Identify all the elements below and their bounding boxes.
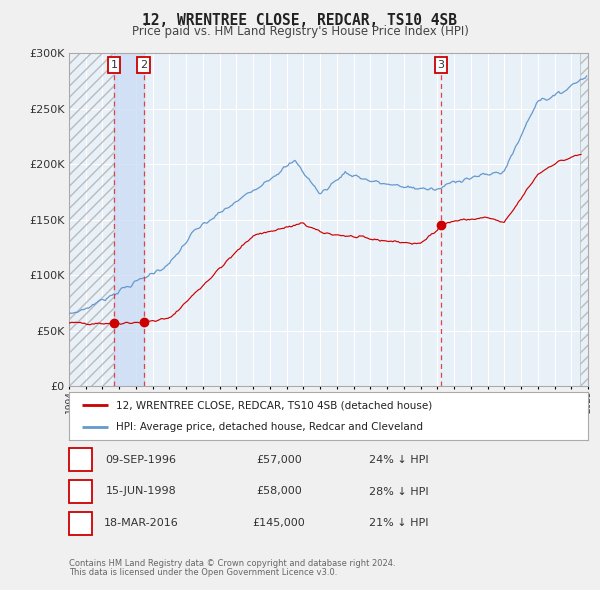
- Text: Price paid vs. HM Land Registry's House Price Index (HPI): Price paid vs. HM Land Registry's House …: [131, 25, 469, 38]
- Text: 28% ↓ HPI: 28% ↓ HPI: [369, 487, 429, 496]
- Text: £57,000: £57,000: [256, 455, 302, 464]
- Text: 24% ↓ HPI: 24% ↓ HPI: [369, 455, 429, 464]
- Text: Contains HM Land Registry data © Crown copyright and database right 2024.: Contains HM Land Registry data © Crown c…: [69, 559, 395, 568]
- Bar: [114, 53, 143, 386]
- Text: This data is licensed under the Open Government Licence v3.0.: This data is licensed under the Open Gov…: [69, 568, 337, 577]
- Text: 12, WRENTREE CLOSE, REDCAR, TS10 4SB: 12, WRENTREE CLOSE, REDCAR, TS10 4SB: [143, 13, 458, 28]
- Text: 21% ↓ HPI: 21% ↓ HPI: [369, 519, 429, 528]
- Bar: [580, 53, 588, 386]
- Text: 2: 2: [140, 60, 147, 70]
- Text: £58,000: £58,000: [256, 487, 302, 496]
- Text: 12, WRENTREE CLOSE, REDCAR, TS10 4SB (detached house): 12, WRENTREE CLOSE, REDCAR, TS10 4SB (de…: [116, 400, 432, 410]
- Bar: [69, 53, 114, 386]
- Text: 3: 3: [77, 519, 84, 528]
- Text: 1: 1: [110, 60, 118, 70]
- Text: 1: 1: [77, 455, 84, 464]
- Text: HPI: Average price, detached house, Redcar and Cleveland: HPI: Average price, detached house, Redc…: [116, 422, 423, 432]
- Text: 18-MAR-2016: 18-MAR-2016: [104, 519, 178, 528]
- Text: 2: 2: [77, 487, 84, 496]
- Text: £145,000: £145,000: [253, 519, 305, 528]
- Text: 15-JUN-1998: 15-JUN-1998: [106, 487, 176, 496]
- Text: 3: 3: [437, 60, 445, 70]
- Text: 09-SEP-1996: 09-SEP-1996: [106, 455, 176, 464]
